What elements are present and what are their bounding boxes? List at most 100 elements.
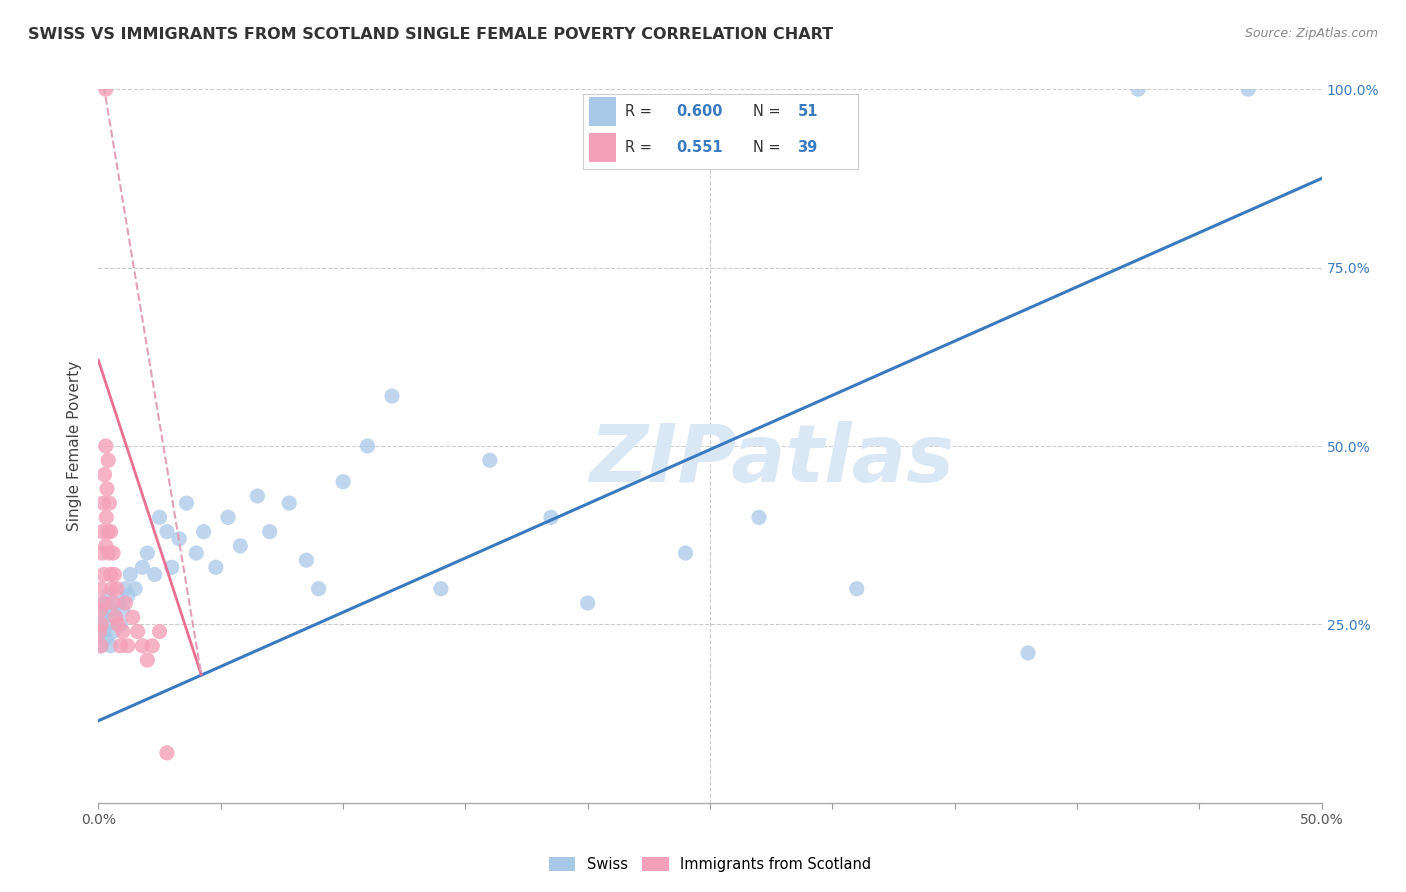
Point bbox=[278, 496, 301, 510]
Point bbox=[149, 510, 172, 524]
Text: N =: N = bbox=[754, 104, 782, 120]
Point bbox=[430, 582, 453, 596]
Point bbox=[186, 546, 208, 560]
Point bbox=[121, 610, 143, 624]
Text: 0.600: 0.600 bbox=[676, 104, 723, 120]
Point bbox=[332, 475, 354, 489]
Point bbox=[114, 596, 136, 610]
Bar bbox=[589, 133, 616, 161]
Text: R =: R = bbox=[624, 140, 651, 155]
Point bbox=[100, 639, 122, 653]
Point bbox=[246, 489, 269, 503]
Y-axis label: Single Female Poverty: Single Female Poverty bbox=[67, 361, 83, 531]
Point bbox=[101, 546, 124, 560]
Text: ZIPatlas: ZIPatlas bbox=[589, 421, 953, 500]
Point bbox=[217, 510, 239, 524]
Point bbox=[97, 617, 120, 632]
Point bbox=[167, 532, 190, 546]
Point bbox=[131, 639, 153, 653]
Point bbox=[91, 596, 114, 610]
Point bbox=[117, 589, 139, 603]
Point bbox=[90, 617, 112, 632]
Point bbox=[94, 539, 117, 553]
Point bbox=[89, 603, 111, 617]
Text: 39: 39 bbox=[797, 140, 818, 155]
Point bbox=[93, 467, 115, 482]
Point bbox=[149, 624, 172, 639]
Point bbox=[98, 496, 121, 510]
Point bbox=[675, 546, 697, 560]
Text: N =: N = bbox=[754, 140, 782, 155]
Point bbox=[205, 560, 228, 574]
Point bbox=[111, 624, 134, 639]
Point bbox=[94, 82, 117, 96]
Point bbox=[93, 567, 115, 582]
Point bbox=[110, 639, 132, 653]
Point bbox=[97, 453, 120, 467]
Bar bbox=[589, 97, 616, 127]
Point bbox=[94, 603, 117, 617]
Point bbox=[91, 596, 114, 610]
Point bbox=[114, 582, 136, 596]
Point bbox=[90, 639, 112, 653]
Point bbox=[90, 617, 112, 632]
Point bbox=[229, 539, 252, 553]
Point bbox=[160, 560, 183, 574]
Point bbox=[101, 582, 124, 596]
Point bbox=[101, 596, 124, 610]
Point bbox=[1128, 82, 1150, 96]
Legend: Swiss, Immigrants from Scotland: Swiss, Immigrants from Scotland bbox=[543, 851, 877, 878]
Point bbox=[96, 510, 118, 524]
Point bbox=[381, 389, 404, 403]
Point bbox=[308, 582, 330, 596]
Point bbox=[91, 546, 114, 560]
Point bbox=[97, 589, 120, 603]
Point bbox=[101, 624, 124, 639]
Point bbox=[117, 639, 139, 653]
Point bbox=[90, 582, 112, 596]
Point bbox=[91, 610, 114, 624]
Text: Source: ZipAtlas.com: Source: ZipAtlas.com bbox=[1244, 27, 1378, 40]
Point bbox=[259, 524, 281, 539]
Point bbox=[131, 560, 153, 574]
Point bbox=[576, 596, 599, 610]
Point bbox=[156, 524, 179, 539]
Point bbox=[100, 524, 122, 539]
Point bbox=[120, 567, 142, 582]
Point bbox=[103, 567, 125, 582]
Point bbox=[141, 639, 163, 653]
Point bbox=[478, 453, 501, 467]
Point bbox=[156, 746, 179, 760]
Point bbox=[845, 582, 868, 596]
Point bbox=[97, 524, 120, 539]
Point bbox=[356, 439, 378, 453]
Point bbox=[104, 610, 127, 624]
Point bbox=[94, 439, 117, 453]
Point bbox=[91, 624, 114, 639]
Point bbox=[110, 617, 132, 632]
Point bbox=[136, 546, 159, 560]
Text: R =: R = bbox=[624, 104, 651, 120]
Point bbox=[91, 496, 114, 510]
Point bbox=[111, 603, 134, 617]
Text: 0.551: 0.551 bbox=[676, 140, 723, 155]
Point bbox=[748, 510, 770, 524]
Point bbox=[1237, 82, 1260, 96]
Point bbox=[295, 553, 318, 567]
Point bbox=[96, 482, 118, 496]
Point bbox=[124, 582, 146, 596]
Text: SWISS VS IMMIGRANTS FROM SCOTLAND SINGLE FEMALE POVERTY CORRELATION CHART: SWISS VS IMMIGRANTS FROM SCOTLAND SINGLE… bbox=[28, 27, 834, 42]
Point bbox=[100, 567, 122, 582]
Point bbox=[97, 546, 120, 560]
Point bbox=[136, 653, 159, 667]
Point bbox=[107, 596, 129, 610]
Point bbox=[143, 567, 166, 582]
Point bbox=[94, 632, 117, 646]
Point bbox=[100, 603, 122, 617]
Point bbox=[540, 510, 562, 524]
Text: 51: 51 bbox=[797, 104, 818, 120]
Point bbox=[107, 617, 129, 632]
Point bbox=[104, 610, 127, 624]
Point bbox=[193, 524, 215, 539]
Point bbox=[1017, 646, 1039, 660]
